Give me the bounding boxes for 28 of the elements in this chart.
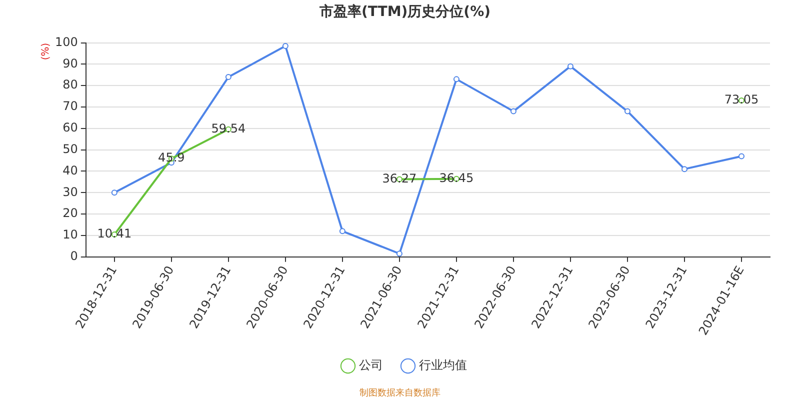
y-tick-label: 50 (62, 142, 78, 156)
y-tick-label: 80 (62, 78, 78, 92)
point (624, 108, 630, 114)
y-tick-label: 40 (62, 163, 78, 178)
point (681, 166, 688, 172)
chart-title: 市盈率(TTM)历史分位(%) (318, 3, 490, 20)
y-tick-label: 90 (62, 56, 78, 70)
point (738, 153, 744, 160)
point (396, 250, 402, 257)
point (225, 74, 232, 80)
y-tick-label: 10 (62, 228, 78, 242)
data-label: 36.27 (382, 171, 417, 186)
point (567, 63, 574, 70)
y-tick-label: 70 (62, 99, 78, 114)
legend-label: 行业均值 (419, 358, 467, 372)
y-tick-label: 0 (70, 248, 78, 263)
y-tick-label: 30 (62, 184, 78, 199)
y-axis-title: (%) (40, 42, 52, 60)
legend-label: 公司 (359, 358, 383, 372)
point (282, 43, 288, 50)
point (111, 190, 118, 196)
point (339, 228, 346, 234)
text: 制图数据来自数据库 (360, 387, 440, 398)
point (453, 76, 460, 82)
y-tick-label: 20 (62, 206, 78, 220)
y-tick-label: 100 (55, 34, 78, 49)
point (510, 108, 516, 114)
y-tick-label: 60 (62, 120, 78, 135)
